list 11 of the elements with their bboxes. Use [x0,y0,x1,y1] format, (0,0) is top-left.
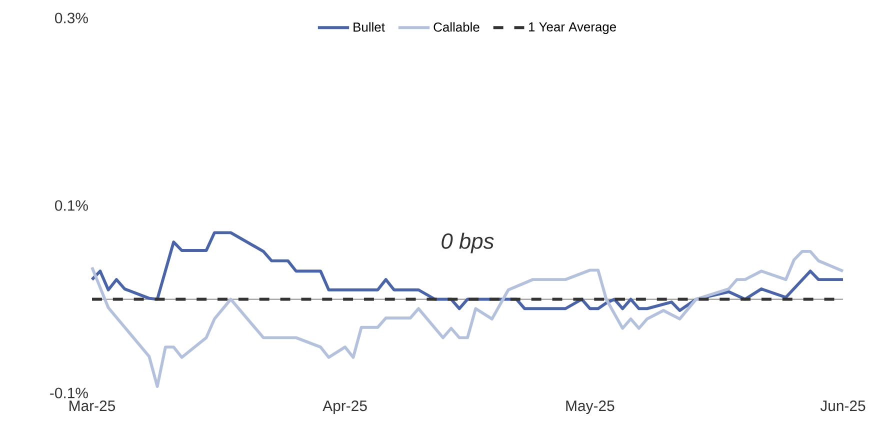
legend-label: Callable [434,22,480,32]
y-tick-label: -0.1% [50,388,88,398]
y-tick-label: 0.1% [54,200,88,211]
x-tick-label: May-25 [566,400,614,414]
legend-label: Bullet [354,22,385,32]
x-tick-label: Jun-25 [820,400,866,412]
annotation: 0 bps [442,232,494,254]
legend-label: 1 Year Average [528,22,616,34]
x-tick-label: Apr-25 [322,400,367,414]
y-tick-label: 0.3% [54,12,88,24]
x-tick-label: Mar-25 [70,400,116,412]
